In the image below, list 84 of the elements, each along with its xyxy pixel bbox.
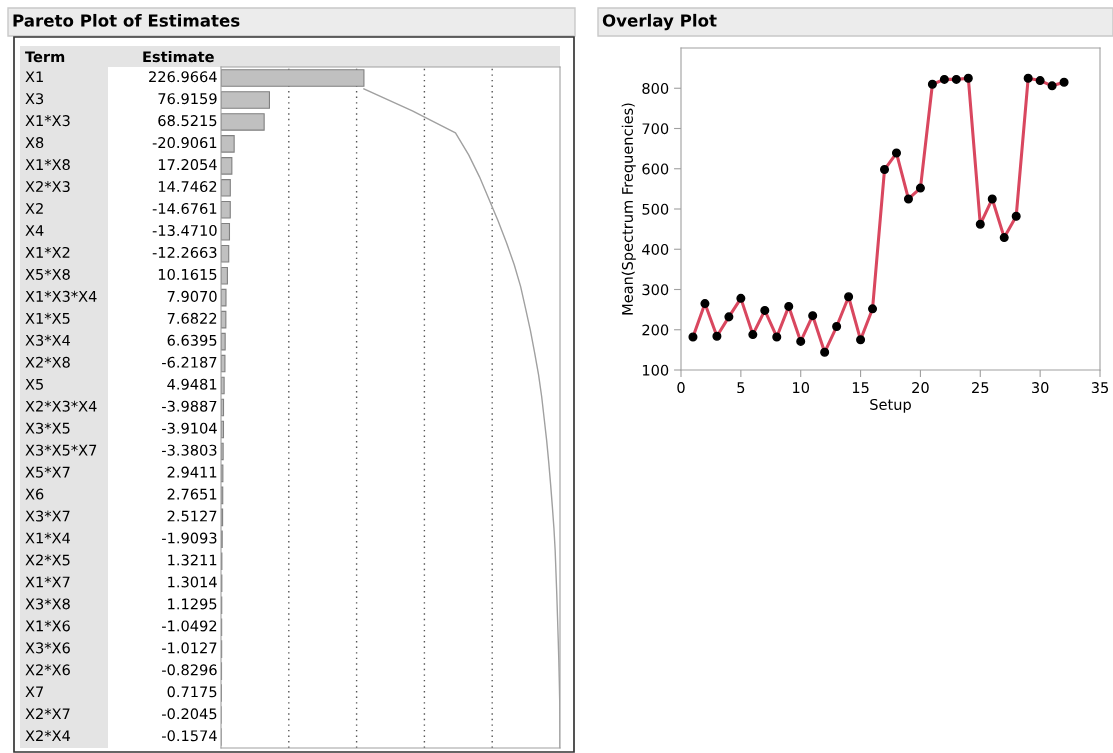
text: -3.3803 [162,444,217,456]
text: 2.5127 [167,510,217,522]
x-axis-title: Setup [870,398,911,413]
y-tick-label: X2*X7 [25,708,70,720]
y-tick-label: X2 [25,202,43,214]
text: 7.9070 [167,290,217,302]
y-tick-label: X1*X3*X4 [25,290,97,302]
text: -0.8296 [162,664,217,676]
y-tick-label: 400 [642,243,669,255]
text: 1.3014 [168,576,217,588]
y-tick-label: X5 [25,378,43,390]
chart-title: Pareto Plot of Estimates [13,13,240,27]
y-tick-label: 800 [642,82,669,94]
y-tick-label: 600 [642,163,669,175]
x-tick-label: 0 [677,382,685,394]
text: Estimate [143,50,214,63]
y-tick-label: X3*X7 [25,510,70,522]
y-tick-label: X3*X8 [25,598,70,610]
text: -3.9887 [162,400,217,412]
x-tick-label: 35 [1091,382,1108,394]
y-tick-label: X2*X5 [25,554,70,566]
y-tick-label: X2*X4 [25,730,71,742]
text: -14.6761 [152,202,217,215]
y-tick-label: X6 [25,488,44,500]
y-tick-label: X4 [25,225,44,236]
y-tick-label: X2*X8 [25,356,70,368]
y-tick-label: X5*X7 [25,466,70,478]
x-tick-label: 30 [1031,382,1049,394]
y-tick-label: X1*X7 [25,576,70,588]
y-tick-label: 700 [642,123,669,135]
y-axis-title: Mean(Spectrum Frequencies) [621,103,636,315]
y-tick-label: X7 [25,686,44,698]
y-tick-label: X1*X3 [25,115,70,127]
text: 17.2054 [158,159,217,171]
text: -3.9104 [162,422,217,434]
text: -0.1574 [162,730,217,742]
y-tick-label: X3*X4 [25,334,71,346]
y-tick-label: X2*X3 [25,181,70,193]
text: 1.1295 [168,598,217,610]
text: -1.0127 [162,642,217,654]
text: -6.2187 [162,356,217,368]
text: 10.1615 [158,268,217,280]
text: 0.7175 [167,686,217,698]
y-tick-label: 200 [642,324,669,336]
text: Term [25,51,65,63]
x-tick-label: 25 [972,382,989,394]
text: -20.9061 [152,137,217,149]
x-tick-label: 20 [912,382,929,394]
chart-title: Overlay Plot [602,13,717,31]
text: 1.3211 [168,554,217,566]
text: 68.5215 [158,115,217,127]
y-tick-label: X1*X4 [25,532,71,544]
text: 6.6395 [167,334,217,346]
text: -1.9093 [162,532,217,544]
y-tick-label: X1*X5 [25,312,70,324]
y-tick-label: X3*X6 [25,642,70,654]
y-tick-label: X8 [25,137,44,149]
text: -12.2663 [152,246,217,258]
text: 14.7462 [158,181,217,193]
text: 4.9481 [167,378,217,390]
y-tick-label: 100 [642,364,669,376]
x-tick-label: 15 [852,382,869,394]
text: -1.0492 [162,620,217,632]
text: 2.9411 [167,466,217,478]
y-tick-label: X1*X2 [25,246,70,258]
text: 7.6822 [167,312,217,324]
text: 76.9159 [158,93,217,105]
text: 226.9664 [149,71,217,83]
y-tick-label: X3*X5 [25,422,70,434]
y-tick-label: 300 [642,284,669,296]
y-tick-label: X3*X5*X7 [25,444,97,456]
y-tick-label: X2*X6 [25,664,70,676]
y-tick-label: X2*X3*X4 [25,400,97,412]
text: -0.2045 [162,708,217,720]
text: -13.4710 [152,224,217,236]
y-tick-label: X1*X8 [25,159,70,171]
x-tick-label: 5 [737,382,745,394]
text: 2.7651 [167,488,217,500]
y-tick-label: X1 [25,71,43,83]
y-tick-label: X5*X8 [25,268,70,280]
y-tick-label: 500 [642,203,669,215]
y-tick-label: X1*X6 [25,620,70,632]
y-tick-label: X3 [25,93,44,105]
x-tick-label: 10 [793,382,810,394]
